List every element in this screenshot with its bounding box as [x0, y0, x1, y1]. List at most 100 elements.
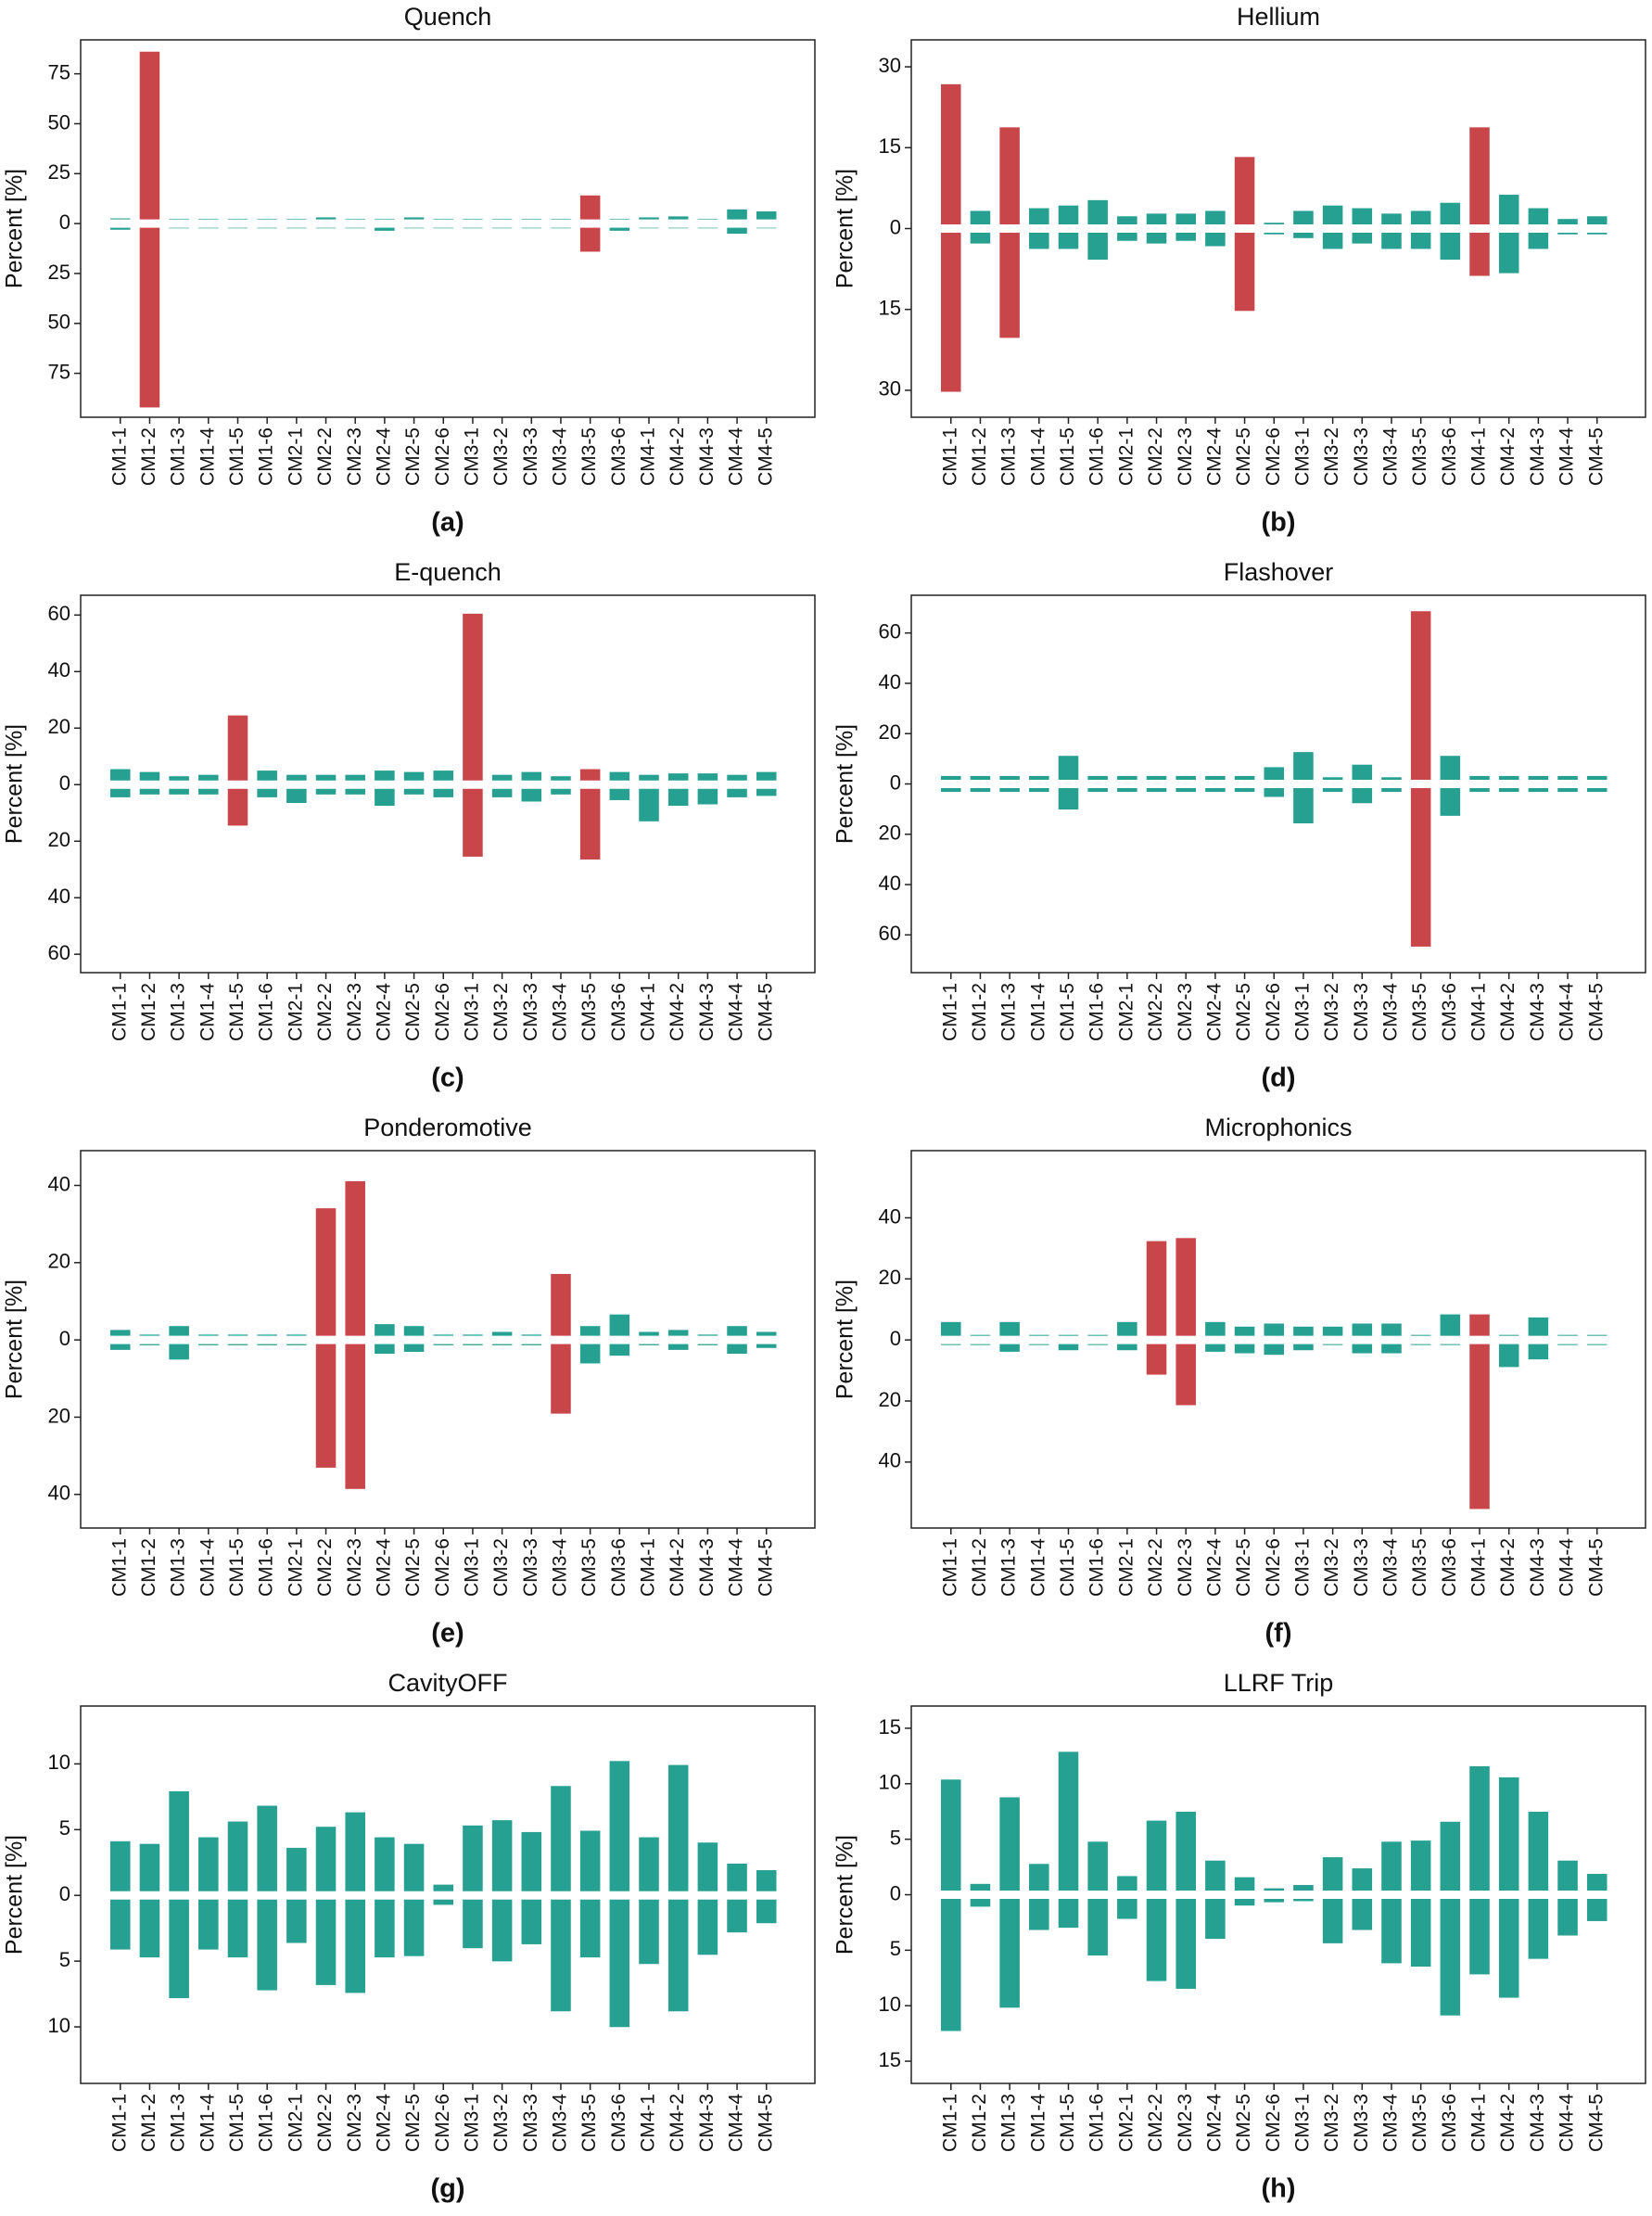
bar	[1234, 1326, 1255, 1336]
chart-title: Microphonics	[1204, 1114, 1352, 1141]
y-tick-label: 60	[48, 602, 70, 625]
x-tick-label: CM2-2	[314, 427, 336, 486]
bar	[375, 788, 395, 807]
bar	[551, 776, 571, 781]
bar	[491, 788, 513, 797]
bar	[198, 1334, 219, 1336]
bar	[1586, 1334, 1608, 1336]
x-tick-label: CM2-1	[285, 427, 306, 486]
bar	[169, 1899, 189, 1999]
x-tick-label: CM3-4	[550, 983, 571, 1041]
bar	[463, 613, 483, 781]
bar	[1352, 208, 1373, 224]
bar	[579, 227, 601, 252]
bar	[257, 227, 277, 229]
bar	[1469, 788, 1490, 793]
x-tick-label: CM2-2	[314, 1538, 336, 1597]
y-tick-label: 0	[59, 771, 70, 795]
bar	[1440, 202, 1461, 224]
x-tick-label: CM1-6	[1087, 983, 1108, 1041]
y-tick-label: 75	[48, 60, 70, 83]
bar	[1528, 775, 1549, 780]
bar	[1087, 233, 1108, 261]
bar	[1146, 1899, 1167, 1981]
bar	[1352, 788, 1373, 804]
bar	[257, 1334, 277, 1336]
x-tick-label: CM1-3	[168, 2094, 189, 2152]
bar	[139, 771, 160, 781]
bar	[433, 218, 454, 220]
bar	[551, 1273, 571, 1336]
x-tick-label: CM3-4	[1380, 1538, 1402, 1597]
bar	[286, 1847, 307, 1891]
bar	[315, 1899, 337, 1985]
bar	[227, 788, 248, 826]
bar	[639, 1899, 659, 1965]
bar	[227, 227, 248, 229]
bar	[940, 1899, 961, 2031]
x-tick-label: CM3-3	[520, 2094, 541, 2152]
y-axis-label: Percent [%]	[2, 1835, 28, 1955]
bar	[727, 1863, 747, 1891]
y-axis-label: Percent [%]	[832, 1280, 858, 1399]
bar	[315, 1344, 337, 1468]
bar	[1234, 775, 1255, 780]
bar	[1175, 775, 1196, 780]
x-tick-label: CM1-5	[1057, 1538, 1078, 1597]
bar	[1410, 611, 1431, 780]
y-tick-label: 15	[879, 134, 901, 158]
bar	[1058, 1899, 1079, 1929]
bar	[697, 218, 718, 220]
x-tick-label: CM4-1	[638, 1538, 659, 1597]
x-tick-label: CM4-2	[667, 2094, 688, 2152]
bar	[999, 775, 1020, 780]
bar	[970, 1334, 991, 1336]
bar	[463, 1344, 483, 1345]
bar	[1117, 775, 1137, 780]
bar	[433, 771, 454, 781]
bar	[1322, 1899, 1343, 1943]
bar	[1058, 788, 1079, 810]
x-tick-label: CM4-3	[696, 427, 718, 486]
y-tick-label: 50	[48, 311, 70, 334]
x-tick-label: CM2-3	[1175, 1538, 1196, 1597]
x-tick-label: CM3-4	[1380, 983, 1402, 1041]
x-tick-label: CM3-5	[1409, 1538, 1430, 1597]
bar	[667, 1764, 689, 1891]
panel-label: (e)	[431, 1619, 464, 1649]
bar	[1029, 208, 1049, 224]
bar	[970, 210, 991, 224]
bar	[403, 227, 425, 229]
bar	[109, 1344, 131, 1350]
x-tick-label: CM3-6	[608, 427, 629, 486]
x-tick-label: CM2-2	[1145, 427, 1166, 486]
bar	[1293, 233, 1314, 238]
bar	[1410, 788, 1431, 947]
x-tick-label: CM3-3	[1351, 2094, 1372, 2152]
bar	[667, 227, 689, 229]
bar	[1234, 1877, 1255, 1891]
chart-title: Hellium	[1237, 3, 1320, 31]
bar	[667, 1899, 689, 2012]
bar	[1322, 777, 1343, 780]
bar	[375, 771, 395, 781]
x-tick-label: CM4-5	[1585, 2094, 1607, 2152]
bar	[1528, 233, 1549, 249]
bar	[697, 773, 718, 781]
bar	[1528, 1812, 1549, 1891]
bar	[491, 1899, 513, 1962]
bar	[1498, 775, 1519, 780]
plot-frame	[910, 594, 1646, 974]
bar	[198, 227, 219, 229]
bar	[257, 1899, 277, 1991]
panel-label: (c)	[431, 1063, 464, 1093]
x-tick-label: CM1-5	[226, 983, 248, 1041]
bar	[491, 1820, 513, 1891]
x-tick-label: CM4-2	[1497, 1538, 1519, 1597]
bar	[345, 774, 365, 781]
bar	[433, 1344, 454, 1345]
bar	[727, 774, 747, 781]
bar	[1352, 233, 1373, 244]
panel-label: (b)	[1261, 508, 1295, 538]
bar	[999, 788, 1020, 793]
